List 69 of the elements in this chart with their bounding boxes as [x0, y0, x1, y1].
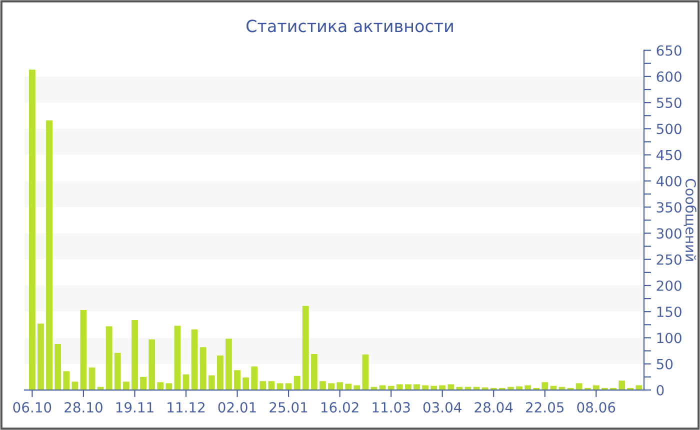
- chart-title: Статистика активности: [246, 20, 453, 32]
- bar: [285, 383, 292, 390]
- y-tick-label: 450: [656, 150, 682, 160]
- bar: [157, 382, 164, 390]
- bar: [38, 324, 44, 390]
- x-tick-label: 11.12: [168, 402, 204, 412]
- x-tick-label: 02.01: [218, 402, 256, 413]
- bar: [182, 374, 190, 390]
- bar: [106, 326, 112, 390]
- bar: [132, 320, 138, 390]
- bar: [166, 383, 172, 390]
- y-tick-label: 150: [657, 306, 682, 318]
- x-tick-label: 06.10: [13, 402, 52, 413]
- bar: [216, 356, 224, 390]
- bar: [276, 383, 284, 390]
- bar: [268, 381, 275, 390]
- bar: [576, 383, 582, 390]
- bar: [88, 368, 96, 390]
- y-tick-label: 400: [656, 176, 682, 186]
- x-tick-label: 28.10: [64, 402, 102, 413]
- bar: [336, 382, 344, 390]
- y-tick-label: 100: [657, 332, 682, 344]
- bar: [542, 382, 548, 390]
- bar: [618, 380, 625, 390]
- bar: [200, 347, 206, 390]
- bar: [251, 366, 258, 390]
- bar: [63, 371, 70, 390]
- bar: [345, 384, 352, 390]
- bar: [260, 381, 266, 390]
- x-tick-label: 03.04: [423, 402, 462, 413]
- y-tick-label: 500: [656, 124, 682, 134]
- bar: [302, 306, 309, 390]
- y-tick-label: 350: [656, 202, 682, 213]
- y-axis-title: Сообщений: [684, 178, 696, 261]
- bar: [72, 382, 78, 390]
- bar: [320, 381, 326, 390]
- x-tick-label: 11.03: [372, 402, 410, 413]
- bar: [148, 339, 156, 390]
- x-tick-label: 08.06: [577, 402, 616, 413]
- y-tick-label: 200: [656, 280, 682, 291]
- bar: [242, 377, 250, 390]
- bar: [140, 376, 146, 390]
- bar: [362, 354, 369, 390]
- y-tick-label: 0: [656, 384, 664, 396]
- bar: [328, 383, 334, 390]
- bar: [208, 375, 215, 390]
- x-tick-label: 19.11: [116, 402, 154, 413]
- bar: [46, 120, 52, 390]
- bar: [80, 310, 87, 390]
- y-tick-label: 550: [656, 98, 682, 108]
- bar: [234, 370, 240, 390]
- x-tick-label: 22.05: [526, 402, 564, 413]
- bar: [114, 352, 121, 390]
- bar: [174, 326, 181, 390]
- y-tick-label: 50: [656, 358, 673, 370]
- bar: [294, 376, 300, 390]
- y-tick-label: 300: [656, 228, 682, 239]
- bar: [226, 338, 232, 390]
- y-tick-label: 250: [656, 254, 682, 265]
- y-tick-label: 650: [656, 45, 682, 56]
- x-tick-label: 25.01: [270, 402, 308, 413]
- bar: [54, 344, 62, 390]
- bar: [122, 382, 130, 390]
- bar: [191, 329, 198, 390]
- y-tick-label: 600: [656, 71, 682, 82]
- bar: [28, 70, 36, 390]
- x-tick-label: 16.02: [321, 402, 358, 413]
- bar: [310, 354, 318, 390]
- x-tick-label: 28.04: [474, 402, 513, 413]
